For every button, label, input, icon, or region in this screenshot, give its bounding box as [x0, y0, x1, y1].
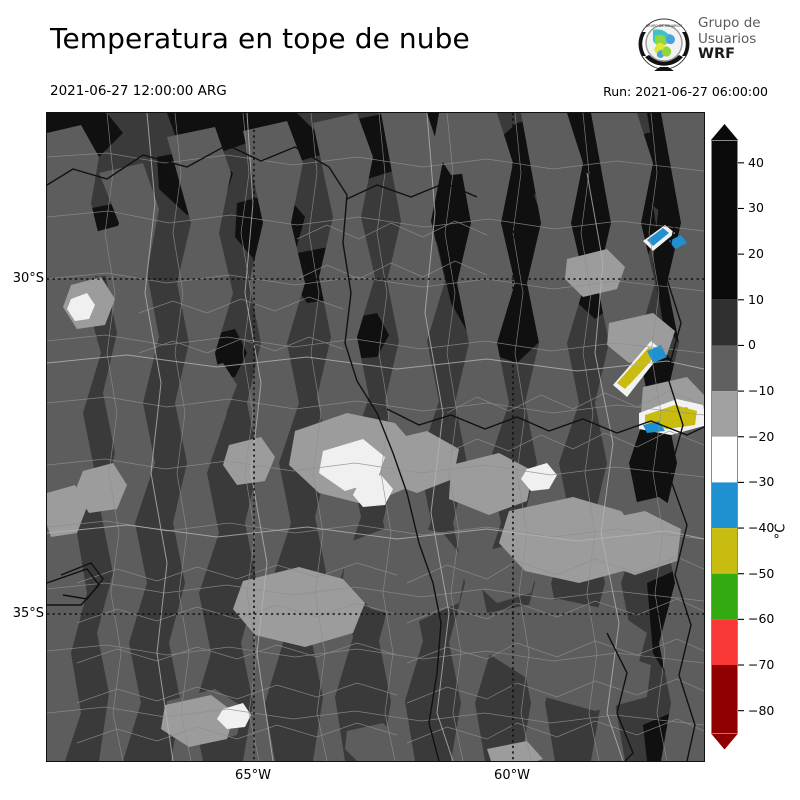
wrf-globe-emblem-icon: GRUPO DE USUARIOS: [638, 18, 690, 71]
lon-tick-label-60W: 60°W: [494, 768, 530, 783]
colorbar-tick-label: 20: [748, 246, 764, 262]
colorbar: °C 40 30 20 10 0 −10 −20 −30 −40 −50 −60 −70 −80: [711, 112, 799, 762]
graticule-lines: [47, 113, 704, 761]
colorbar-tick-label: 30: [748, 200, 764, 216]
page-title: Temperatura en tope de nube: [50, 22, 470, 55]
logo-line-2: Usuarios: [698, 30, 757, 47]
map-plot-area: [46, 112, 705, 762]
colorbar-swatches: [711, 124, 744, 750]
colorbar-band: [711, 345, 738, 392]
colorbar-tick-label: −70: [748, 657, 775, 673]
colorbar-band: [711, 665, 738, 750]
lat-tick-label-35S: 35°S: [12, 606, 44, 621]
national-borders: [47, 144, 704, 761]
colorbar-band: [711, 619, 738, 666]
colorbar-band: [711, 482, 738, 529]
colorbar-band: [711, 436, 738, 483]
county-boundaries: [47, 113, 704, 761]
colorbar-band: [711, 573, 738, 620]
logo-line-1: Grupo de: [698, 15, 761, 31]
province-boundaries: [47, 113, 704, 761]
colorbar-tick-label: −30: [748, 474, 775, 490]
colorbar-tick-label: −40: [748, 520, 775, 536]
colorbar-tick-label: −80: [748, 702, 775, 718]
lat-tick-label-30S: 30°S: [12, 271, 44, 286]
svg-text:GRUPO DE USUARIOS: GRUPO DE USUARIOS: [646, 24, 683, 28]
colorbar-band: [711, 391, 738, 437]
logo-text-block: Grupo de Usuarios WRF: [698, 15, 761, 63]
valid-time-label: 2021-06-27 12:00:00 ARG: [50, 83, 227, 99]
high-cloud-cores: [67, 293, 557, 729]
colorbar-unit-label: °C: [773, 523, 789, 540]
cloud-top-temperature-raster: [47, 113, 704, 761]
colorbar-tick-label: 10: [748, 291, 764, 307]
colorbar-tick-label: −50: [748, 565, 775, 581]
colorbar-tick-label: 40: [748, 154, 764, 170]
colorbar-tick-label: −20: [748, 428, 775, 444]
wrf-user-group-logo: GRUPO DE USUARIOS Grupo de Usuarios WRF: [636, 14, 791, 76]
colorbar-tick-label: −10: [748, 383, 775, 399]
logo-line-3: WRF: [698, 46, 736, 62]
colorbar-tick-label: −60: [748, 611, 775, 627]
run-time-label: Run: 2021-06-27 06:00:00: [603, 84, 768, 99]
colorbar-band: [711, 299, 738, 346]
lon-tick-label-65W: 65°W: [235, 768, 271, 783]
colorbar-band: [711, 124, 738, 300]
colorbar-tick-label: 0: [748, 337, 756, 353]
colorbar-band: [711, 528, 738, 574]
